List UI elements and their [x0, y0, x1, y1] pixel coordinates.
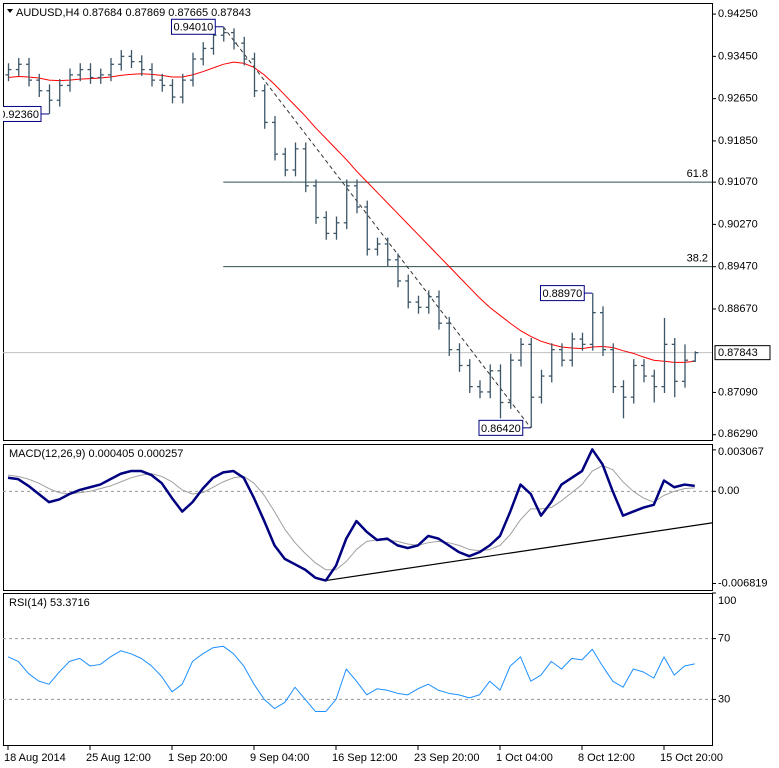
trend-line — [222, 26, 532, 429]
x-tick-label: 25 Aug 12:00 — [86, 752, 151, 764]
panel-name: MACD(12,26,9) — [9, 448, 85, 460]
y-tick-label: 0.90270 — [718, 218, 758, 230]
last-price-label: 0.87843 — [718, 347, 758, 359]
panel-name: AUDUSD,H4 — [16, 7, 80, 19]
y-tick-label: 100 — [718, 595, 736, 607]
indicator-line — [7, 448, 695, 582]
y-tick-label: 70 — [718, 633, 730, 645]
x-tick-label: 1 Sep 20:00 — [168, 752, 227, 764]
trend-line — [325, 522, 712, 582]
y-tick-label: 0.92650 — [718, 93, 758, 105]
x-tick-label: 8 Oct 12:00 — [578, 752, 635, 764]
panel-title: RSI(14) 53.3716 — [9, 597, 90, 609]
panel-title: MACD(12,26,9) 0.000405 0.000257 — [9, 448, 183, 460]
fibo-label: 61.8 — [687, 168, 708, 180]
y-tick-label: 0.88670 — [718, 303, 758, 315]
panel-value: 0.87869 — [125, 7, 165, 19]
last-price-box — [714, 345, 771, 361]
y-tick-label: 0.91850 — [718, 135, 758, 147]
y-tick-label: 0.87090 — [718, 386, 758, 398]
macd-panel — [3, 444, 713, 591]
moving-average — [7, 61, 695, 363]
x-tick-label: 23 Sep 20:00 — [414, 752, 479, 764]
rsi-panel — [3, 593, 713, 746]
panel-value: 0.87684 — [83, 7, 123, 19]
menu-triangle — [7, 9, 13, 13]
rsi-plot — [3, 638, 712, 713]
panel-value: 0.87665 — [168, 7, 208, 19]
y-tick-label: 0.86290 — [718, 428, 758, 440]
axes: 0.94250 0.93450 0.92650 0.91850 0.91070 0.902… — [4, 8, 771, 764]
y-tick-label: 0.94250 — [718, 8, 758, 20]
indicator-line — [7, 465, 695, 571]
x-tick-label: 9 Sep 04:00 — [250, 752, 309, 764]
price-plot: 61.8 38.2 0.92360 0.94010 0.88970 0.86420 — [0, 18, 712, 436]
panel-value: 0.87843 — [211, 7, 251, 19]
annotation-label: 0.94010 — [173, 22, 213, 34]
y-tick-label: -0.006819 — [718, 577, 768, 589]
panel-value: 0.000405 — [88, 448, 134, 460]
panel-value: 53.3716 — [50, 597, 90, 609]
fibo-label: 38.2 — [687, 253, 708, 265]
x-tick-label: 15 Oct 20:00 — [660, 752, 723, 764]
y-tick-label: 0.89470 — [718, 261, 758, 273]
annotation-label: 0.88970 — [542, 288, 582, 300]
y-tick-label: 0.00 — [718, 485, 739, 497]
panel-value: 0.000257 — [137, 448, 183, 460]
y-tick-label: 0.91070 — [718, 176, 758, 188]
panel-title: AUDUSD,H4 0.87684 0.87869 0.87665 0.8784… — [16, 7, 251, 19]
price-panel — [3, 3, 713, 441]
x-tick-label: 18 Aug 2014 — [4, 752, 66, 764]
y-tick-label: 30 — [718, 693, 730, 705]
annotation-label: 0.92360 — [0, 109, 39, 121]
panel-name: RSI(14) — [9, 597, 47, 609]
x-tick-label: 16 Sep 12:00 — [332, 752, 397, 764]
annotation-label: 0.86420 — [481, 423, 521, 435]
y-tick-label: 0.003067 — [718, 446, 764, 458]
x-tick-label: 1 Oct 04:00 — [496, 752, 553, 764]
macd-plot — [3, 448, 712, 582]
y-tick-label: 0.93450 — [718, 50, 758, 62]
indicator-line — [7, 645, 695, 713]
